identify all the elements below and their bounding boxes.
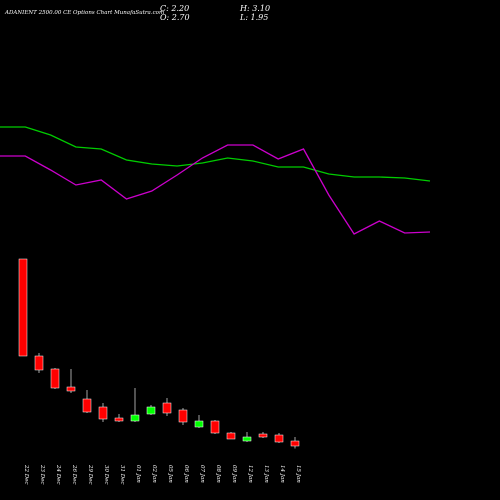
x-tick-label: 15 Jan xyxy=(295,465,301,483)
candle-body xyxy=(66,386,76,392)
x-tick-label: 05 Jan xyxy=(167,465,173,483)
x-tick-label: 06 Jan xyxy=(183,465,189,483)
x-tick-label: 13 Jan xyxy=(263,465,269,483)
candle-body xyxy=(258,433,268,438)
candle-body xyxy=(82,398,92,413)
candle-body xyxy=(274,434,284,443)
x-tick-label: 30 Dec xyxy=(103,465,109,485)
candle-body xyxy=(178,409,188,423)
candle-body xyxy=(114,417,124,422)
candle-body xyxy=(162,402,172,414)
x-tick-label: 12 Jan xyxy=(247,465,253,483)
candle-body xyxy=(18,258,28,357)
candle-body xyxy=(130,414,140,422)
indicator-line xyxy=(0,144,431,235)
candle-body xyxy=(290,440,300,447)
x-tick-label: 08 Jan xyxy=(215,465,221,483)
candle-body xyxy=(242,436,252,442)
header-low: L: 1.95 xyxy=(239,13,268,22)
chart-title: ADANIENT 2500.00 CE Options Chart Munafa… xyxy=(4,10,164,16)
x-tick-label: 29 Dec xyxy=(87,464,93,485)
x-tick-label: 24 Dec xyxy=(55,464,61,485)
x-tick-label: 07 Jan xyxy=(199,465,205,483)
x-tick-label: 31 Dec xyxy=(119,465,125,485)
header-close: C: 2.20 xyxy=(160,4,189,13)
x-tick-label: 14 Jan xyxy=(279,465,285,483)
candle-body xyxy=(50,368,60,389)
candle-body xyxy=(210,420,220,434)
candle-body xyxy=(226,432,236,440)
x-tick-label: 09 Jan xyxy=(231,465,237,483)
x-tick-label: 23 Dec xyxy=(39,464,45,485)
header-open: O: 2.70 xyxy=(160,13,190,22)
indicator-line xyxy=(0,126,431,182)
candle-body xyxy=(34,355,44,371)
x-tick-label: 01 Jan xyxy=(135,465,141,483)
x-tick-label: 26 Dec xyxy=(71,464,77,485)
x-tick-label: 02 Jan xyxy=(151,465,157,483)
x-tick-label: 22 Dec xyxy=(23,464,29,485)
candle-body xyxy=(194,420,204,428)
candle-body xyxy=(98,406,108,420)
header-high: H: 3.10 xyxy=(239,4,270,13)
candle-body xyxy=(146,406,156,415)
